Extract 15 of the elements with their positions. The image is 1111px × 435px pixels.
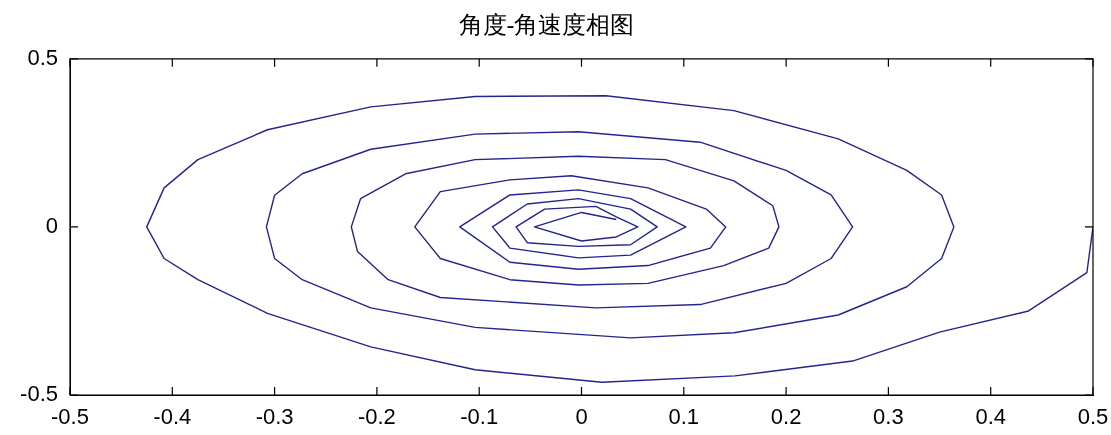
x-tick-label: -0.4 bbox=[153, 404, 192, 430]
x-tick-label: 0.4 bbox=[975, 404, 1006, 430]
x-tick-label: -0.1 bbox=[460, 404, 499, 430]
x-tick-label: -0.3 bbox=[255, 404, 294, 430]
y-tick-label: 0 bbox=[45, 212, 58, 238]
chart-title: 角度-角速度相图 bbox=[458, 11, 635, 39]
x-tick-label: -0.5 bbox=[51, 404, 89, 430]
y-tick-label: 0.5 bbox=[27, 44, 58, 70]
x-tick-label: -0.2 bbox=[357, 404, 396, 430]
x-tick-label: 0.3 bbox=[873, 404, 904, 430]
x-tick-label: 0 bbox=[575, 404, 588, 430]
y-tick-label: -0.5 bbox=[20, 381, 58, 407]
x-tick-label: 0.2 bbox=[770, 404, 802, 430]
x-tick-label: 0.5 bbox=[1077, 404, 1109, 430]
x-tick-label: 0.1 bbox=[668, 404, 700, 430]
